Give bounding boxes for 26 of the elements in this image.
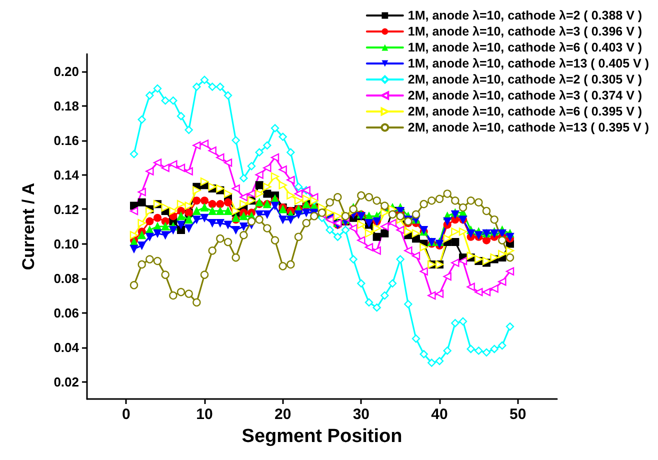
y-axis-title: Current / A	[19, 182, 38, 270]
x-tick-label: 10	[196, 406, 213, 423]
x-tick-label: 40	[431, 406, 448, 423]
x-tick-label: 50	[509, 406, 526, 423]
y-tick-label: 0.14	[54, 167, 80, 182]
legend-label: 2M, anode λ=10, cathode λ=13 ( 0.395 V )	[408, 120, 650, 134]
legend-label: 1M, anode λ=10, cathode λ=13 ( 0.405 V )	[408, 56, 650, 70]
legend-label: 2M, anode λ=10, cathode λ=6 ( 0.395 V )	[408, 104, 642, 118]
y-tick-label: 0.06	[54, 305, 79, 320]
x-tick-label: 30	[352, 406, 370, 423]
y-tick-label: 0.08	[54, 270, 79, 286]
y-tick-label: 0.02	[54, 374, 79, 390]
x-tick-label: 0	[122, 406, 130, 423]
legend-label: 2M, anode λ=10, cathode λ=3 ( 0.374 V )	[408, 88, 642, 102]
y-tick-label: 0.04	[54, 340, 80, 355]
x-tick-label: 20	[274, 406, 292, 423]
y-tick-label: 0.10	[54, 236, 79, 252]
y-tick-label: 0.12	[54, 202, 79, 217]
legend-label: 2M, anode λ=10, cathode λ=2 ( 0.305 V )	[408, 72, 642, 86]
legend-label: 1M, anode λ=10, cathode λ=3 ( 0.396 V )	[408, 24, 642, 38]
y-tick-label: 0.18	[54, 98, 79, 114]
y-tick-label: 0.16	[54, 132, 79, 148]
y-tick-label: 0.20	[54, 64, 79, 79]
x-axis-title: Segment Position	[242, 426, 402, 447]
legend-label: 1M, anode λ=10, cathode λ=2 ( 0.388 V )	[408, 8, 642, 22]
legend-label: 1M, anode λ=10, cathode λ=6 ( 0.403 V )	[408, 40, 642, 54]
